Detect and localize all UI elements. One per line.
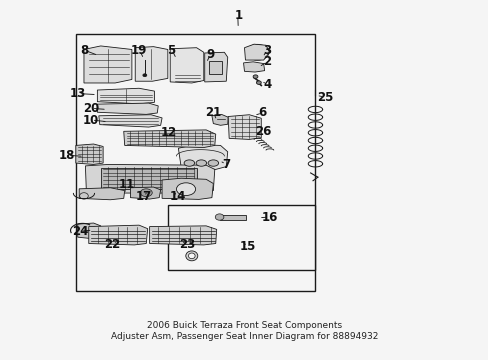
Text: 14: 14 <box>169 190 185 203</box>
Text: 7: 7 <box>222 158 230 171</box>
Text: 17: 17 <box>136 190 152 203</box>
Polygon shape <box>76 144 103 165</box>
Text: 4: 4 <box>263 77 271 90</box>
Text: 18: 18 <box>59 149 75 162</box>
Polygon shape <box>97 103 158 114</box>
Polygon shape <box>149 226 216 245</box>
Text: 9: 9 <box>206 48 215 61</box>
Polygon shape <box>89 225 147 245</box>
Text: 10: 10 <box>83 113 99 126</box>
Polygon shape <box>228 115 261 139</box>
Text: 2: 2 <box>263 55 271 68</box>
Bar <box>76 33 315 291</box>
Polygon shape <box>170 48 203 83</box>
Text: 19: 19 <box>131 44 147 57</box>
Bar <box>101 168 196 189</box>
Polygon shape <box>211 114 228 125</box>
Text: 16: 16 <box>261 211 278 224</box>
Ellipse shape <box>215 214 224 220</box>
Text: 21: 21 <box>205 107 221 120</box>
Text: 24: 24 <box>72 225 88 238</box>
Ellipse shape <box>253 75 257 78</box>
Polygon shape <box>97 88 154 104</box>
Text: 3: 3 <box>263 44 271 57</box>
Text: 22: 22 <box>104 238 121 251</box>
Bar <box>219 215 245 220</box>
Ellipse shape <box>184 160 194 166</box>
Polygon shape <box>79 188 124 200</box>
Polygon shape <box>84 46 132 83</box>
Polygon shape <box>162 178 213 199</box>
Text: 5: 5 <box>167 44 175 57</box>
Bar <box>167 205 315 270</box>
Ellipse shape <box>256 81 261 84</box>
Text: 13: 13 <box>69 87 86 100</box>
Polygon shape <box>135 47 167 81</box>
Polygon shape <box>130 187 160 199</box>
Text: 12: 12 <box>161 126 177 139</box>
Text: 20: 20 <box>83 102 99 115</box>
Polygon shape <box>243 62 264 72</box>
Bar <box>208 61 222 74</box>
Polygon shape <box>85 165 214 193</box>
Polygon shape <box>123 130 215 148</box>
Polygon shape <box>78 223 101 239</box>
Polygon shape <box>244 44 269 60</box>
Ellipse shape <box>140 189 152 197</box>
Text: 1: 1 <box>234 9 242 22</box>
Ellipse shape <box>185 251 197 261</box>
Text: 15: 15 <box>239 240 256 253</box>
Ellipse shape <box>196 160 206 166</box>
Ellipse shape <box>188 253 195 259</box>
Text: 25: 25 <box>316 91 332 104</box>
Text: Adjuster Asm, Passenger Seat Inner Diagram for 88894932: Adjuster Asm, Passenger Seat Inner Diagr… <box>111 333 377 342</box>
Ellipse shape <box>208 160 218 166</box>
Polygon shape <box>204 52 227 82</box>
Text: 23: 23 <box>179 238 195 251</box>
Ellipse shape <box>142 74 146 77</box>
Text: 8: 8 <box>80 44 88 57</box>
Text: 2006 Buick Terraza Front Seat Components: 2006 Buick Terraza Front Seat Components <box>146 321 342 330</box>
Text: 11: 11 <box>119 178 135 191</box>
Polygon shape <box>178 145 227 170</box>
Text: 6: 6 <box>258 107 266 120</box>
Ellipse shape <box>245 44 268 60</box>
Polygon shape <box>99 115 162 127</box>
Text: 26: 26 <box>255 125 271 138</box>
Ellipse shape <box>176 183 195 195</box>
